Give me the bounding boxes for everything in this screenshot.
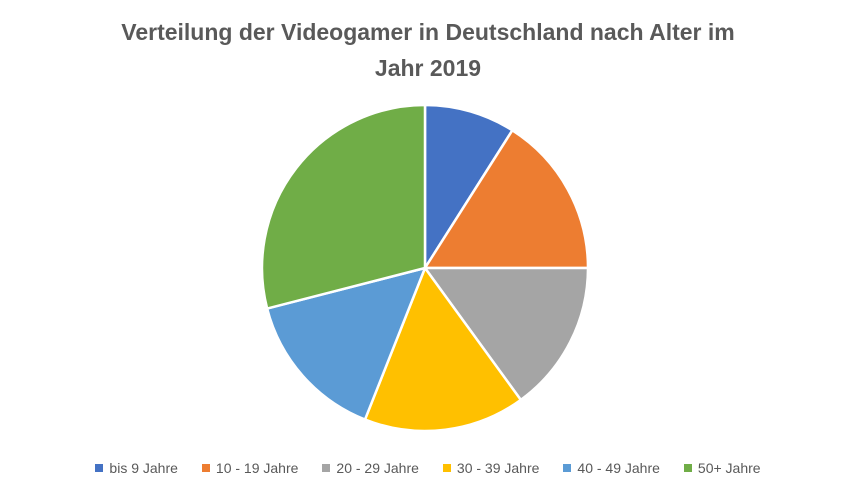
chart-title-line-1: Verteilung der Videogamer in Deutschland…	[121, 19, 735, 45]
legend-label: 20 - 29 Jahre	[336, 460, 419, 476]
legend-swatch	[322, 464, 331, 472]
legend-label: bis 9 Jahre	[109, 460, 178, 476]
chart-title: Verteilung der Videogamer in Deutschland…	[0, 14, 856, 86]
legend-item: 40 - 49 Jahre	[563, 460, 660, 476]
legend-swatch	[442, 464, 451, 472]
pie-slice-5	[260, 103, 427, 311]
pie-slice-2	[422, 266, 590, 402]
legend-swatch	[563, 464, 572, 472]
pie-slice-1	[422, 128, 590, 270]
legend-item: 20 - 29 Jahre	[322, 460, 419, 476]
legend: bis 9 Jahre 10 - 19 Jahre 20 - 29 Jahre 30 …	[0, 460, 856, 476]
legend-item: bis 9 Jahre	[95, 460, 178, 476]
legend-item: 50+ Jahre	[683, 460, 761, 476]
legend-swatch	[95, 464, 104, 472]
legend-label: 10 - 19 Jahre	[215, 460, 299, 476]
pie-slice-4	[265, 266, 428, 422]
legend-item: 30 - 39 Jahre	[442, 460, 540, 476]
pie-slice-0	[423, 103, 515, 273]
legend-swatch	[201, 464, 210, 472]
legend-label: 30 - 39 Jahre	[456, 460, 540, 476]
legend-label: 50+ Jahre	[697, 460, 761, 476]
legend-item: 10 - 19 Jahre	[201, 460, 299, 476]
pie-slice-3	[363, 265, 523, 433]
legend-label: 40 - 49 Jahre	[577, 460, 660, 476]
legend-swatch	[683, 464, 692, 472]
chart-title-line-2: Jahr 2019	[374, 55, 482, 81]
